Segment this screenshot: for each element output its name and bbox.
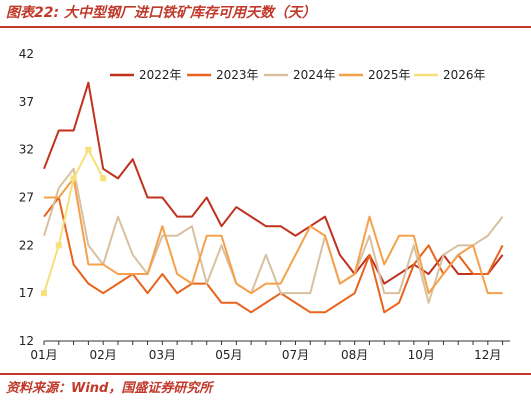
x-tick-label: 03月 (149, 348, 176, 362)
series-line-2022年 (43, 81, 504, 285)
y-tick-label: 37 (19, 95, 34, 109)
chart-axes: 12 17 22 27 32 37 42 01月 02月 03月 05月 07月 08月 10月 12月 (19, 47, 510, 362)
chart-series-lines (41, 81, 504, 314)
series-point (55, 242, 62, 249)
y-tick-label: 27 (19, 191, 34, 205)
series-point (85, 146, 92, 153)
series-point (100, 175, 107, 182)
y-tick-label: 17 (19, 286, 34, 300)
chart-legend: 2022年 2023年 2024年 2025年 2026年 (110, 68, 486, 82)
x-tick-label: 07月 (282, 348, 309, 362)
series-point (41, 290, 47, 297)
chart-title: 图表22: 大中型钢厂进口铁矿库存可用天数（天） (6, 5, 316, 21)
legend-label: 2023年 (216, 68, 259, 82)
x-tick-label: 10月 (408, 348, 435, 362)
y-tick-label: 32 (19, 143, 34, 157)
source-note: 资料来源：Wind，国盛证券研究所 (6, 381, 213, 396)
x-tick-label: 12月 (474, 348, 501, 362)
y-tick-label: 12 (19, 334, 34, 348)
legend-label: 2022年 (139, 68, 182, 82)
title-rule (0, 26, 531, 28)
x-tick-label: 05月 (215, 348, 242, 362)
legend-label: 2024年 (293, 68, 336, 82)
source-rule (0, 373, 531, 375)
y-tick-label: 22 (19, 238, 34, 252)
legend-label: 2025年 (368, 68, 411, 82)
y-tick-label: 42 (19, 47, 34, 61)
x-tick-label: 02月 (90, 348, 117, 362)
series-line-2025年 (44, 177, 503, 295)
series-point (70, 175, 77, 182)
legend-label: 2026年 (443, 68, 486, 82)
x-tick-label: 01月 (30, 348, 57, 362)
series-line-2023年 (43, 196, 504, 314)
series-line-2024年 (43, 167, 504, 304)
x-tick-label: 08月 (341, 348, 368, 362)
line-chart: 12 17 22 27 32 37 42 01月 02月 03月 05月 07月 08月 10月 12月 2… (19, 47, 510, 362)
